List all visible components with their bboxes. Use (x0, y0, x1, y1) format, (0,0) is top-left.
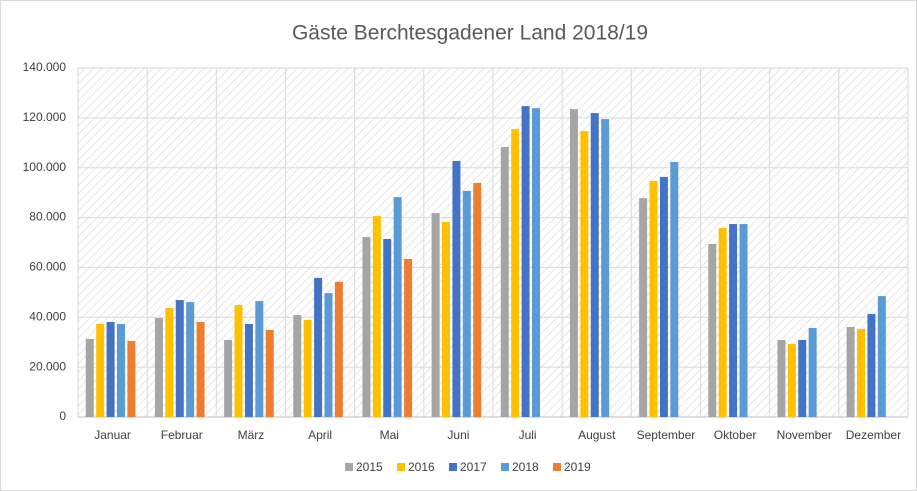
x-tick-label: April (308, 428, 332, 442)
bar (521, 106, 530, 417)
bar (500, 147, 509, 418)
bar (303, 320, 312, 417)
chart-title: Gäste Berchtesgadener Land 2018/19 (292, 22, 648, 45)
y-tick-label: 140.000 (23, 60, 67, 74)
bar (857, 329, 866, 417)
x-tick-label: Januar (94, 428, 131, 442)
bar (777, 339, 786, 417)
legend-swatch (501, 463, 509, 471)
bar (362, 237, 371, 417)
bar (787, 343, 796, 417)
bar (186, 302, 195, 417)
legend-swatch (553, 463, 561, 471)
bar (224, 339, 233, 417)
bar (244, 324, 253, 417)
bar (324, 293, 333, 417)
y-tick-label: 40.000 (29, 309, 66, 323)
bar (739, 224, 748, 417)
y-tick-label: 100.000 (23, 160, 67, 174)
x-tick-label: Oktober (714, 428, 757, 442)
x-tick-label: Juli (519, 428, 537, 442)
bar (473, 182, 482, 417)
legend-label: 2015 (356, 460, 383, 474)
bar (601, 119, 610, 417)
bar (580, 131, 589, 418)
bar (196, 322, 205, 417)
legend-label: 2016 (408, 460, 435, 474)
x-tick-label: Februar (161, 428, 203, 442)
bar (404, 258, 413, 417)
bar (334, 281, 343, 417)
y-tick-label: 20.000 (29, 359, 66, 373)
bar (165, 308, 174, 417)
bar (808, 328, 817, 417)
legend-swatch (345, 463, 353, 471)
bar (708, 243, 717, 417)
bar (154, 318, 163, 417)
x-tick-label: November (777, 428, 832, 442)
bar (531, 108, 540, 417)
bar (877, 296, 886, 417)
bar (431, 213, 440, 417)
legend-label: 2018 (512, 460, 539, 474)
y-tick-label: 60.000 (29, 260, 66, 274)
y-tick-label: 120.000 (23, 110, 67, 124)
bar (255, 301, 264, 417)
bar (639, 198, 648, 417)
bar (590, 113, 599, 417)
bar (442, 222, 451, 417)
bar (846, 327, 855, 417)
bar (127, 340, 136, 417)
bar (569, 109, 578, 417)
bar (867, 314, 876, 417)
bar (372, 216, 381, 417)
bar (116, 324, 125, 417)
bar (798, 339, 807, 417)
bar (96, 324, 105, 417)
y-tick-label: 80.000 (29, 210, 66, 224)
bar (314, 277, 323, 417)
bar (383, 239, 392, 417)
legend-swatch (397, 463, 405, 471)
bar (106, 322, 115, 417)
bar (729, 224, 738, 417)
x-tick-label: Dezember (846, 428, 901, 442)
x-tick-label: März (238, 428, 265, 442)
bar (718, 228, 727, 417)
bar (452, 160, 461, 417)
bar (462, 190, 471, 417)
x-tick-label: Mai (380, 428, 399, 442)
bar (659, 176, 668, 417)
y-tick-label: 0 (59, 409, 66, 423)
bar (265, 329, 274, 417)
x-tick-label: September (637, 428, 696, 442)
bar (649, 180, 658, 417)
x-tick-label: Juni (447, 428, 469, 442)
bar (670, 161, 679, 417)
bar (175, 300, 184, 417)
bar (511, 129, 520, 417)
bar (85, 338, 94, 417)
legend-label: 2019 (564, 460, 591, 474)
bar (234, 305, 243, 417)
bar (393, 197, 402, 417)
legend-swatch (449, 463, 457, 471)
x-tick-label: August (578, 428, 616, 442)
legend-label: 2017 (460, 460, 487, 474)
bar (293, 315, 302, 417)
